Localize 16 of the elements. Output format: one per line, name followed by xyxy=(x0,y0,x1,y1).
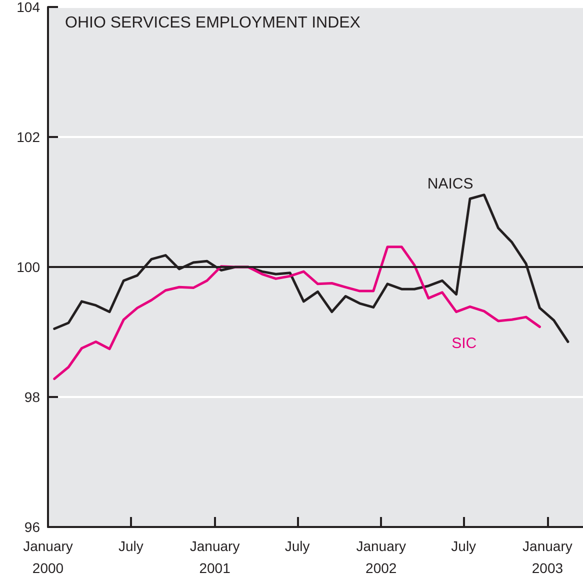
series-label: NAICS xyxy=(427,175,474,192)
series-label: SIC xyxy=(452,335,477,352)
x-tick-label: July xyxy=(118,538,144,554)
y-tick-label: 96 xyxy=(24,519,40,535)
y-tick-label: 102 xyxy=(16,129,40,145)
y-tick-label: 104 xyxy=(16,0,40,15)
x-tick-label: July xyxy=(451,538,476,554)
x-tick-label: January 2003 xyxy=(522,538,572,576)
y-tick-label: 100 xyxy=(16,259,40,275)
x-tick-label: January 2001 xyxy=(190,538,240,576)
x-tick-label: July xyxy=(284,538,310,554)
line-series xyxy=(53,246,541,380)
chart-title: OHIO SERVICES EMPLOYMENT INDEX xyxy=(65,14,361,32)
x-tick-label: January 2000 xyxy=(23,538,73,576)
y-tick-label: 98 xyxy=(24,389,40,405)
x-tick-label: January 2002 xyxy=(356,538,406,576)
